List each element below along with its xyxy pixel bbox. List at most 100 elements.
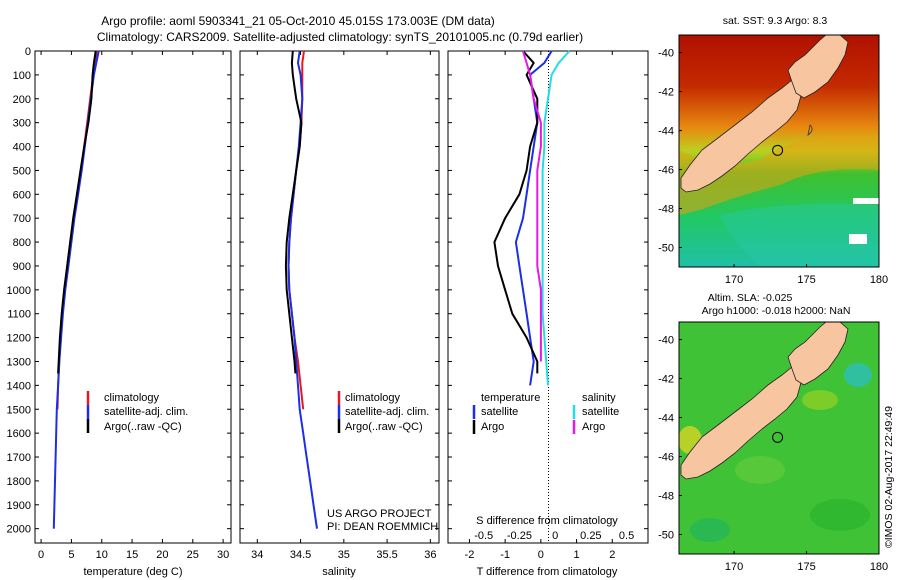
legend-label-s-argo: Argo <box>582 421 605 433</box>
map-y-tick-label: -42 <box>658 374 674 386</box>
temperature-legend: climatology satellite-adj. clim. Argo(..… <box>86 391 188 433</box>
map-x-tick-label: 175 <box>797 274 815 286</box>
x-tick-label: 35 <box>338 549 350 561</box>
salinity-xlabel: salinity <box>322 566 356 578</box>
x-tick-label: -1 <box>500 549 510 561</box>
legend-label-satellite: satellite-adj. clim. <box>104 406 188 418</box>
legend-label-argo: Argo(..raw -QC) <box>104 421 182 433</box>
y-tick-label: 1400 <box>7 380 31 392</box>
x-tick-label: 0 <box>38 549 44 561</box>
series-line <box>287 50 318 529</box>
north-island-land <box>787 322 849 386</box>
sst-map-frame <box>678 34 880 268</box>
map-x-tick-label: 170 <box>725 274 743 286</box>
x2-tick-label: 0 <box>552 530 558 542</box>
x-tick-label: 15 <box>126 549 138 561</box>
x-tick-label: 10 <box>96 549 108 561</box>
header-line-2: Climatology: CARS2009. Satellite-adjuste… <box>97 30 583 44</box>
north-island-land <box>787 35 849 99</box>
map-y-tick-label: -50 <box>658 530 674 542</box>
y-tick-label: 1800 <box>7 476 31 488</box>
sla-anomaly <box>802 390 838 410</box>
x-tick-label: 5 <box>68 549 74 561</box>
y-tick-label: 1200 <box>7 333 31 345</box>
project-label: US ARGO PROJECT <box>327 508 432 520</box>
temperature-xlabel: temperature (deg C) <box>83 566 182 578</box>
series-line <box>541 50 571 386</box>
difference-panel: -2 -1 0 1 2 -0.5 -0.25 0 0.25 0.5 S difference f… <box>447 50 649 578</box>
south-island-land <box>680 359 807 480</box>
y-tick-label: 500 <box>13 165 31 177</box>
legend-label-climatology: climatology <box>345 392 401 404</box>
y-tick-label: 1100 <box>7 309 31 321</box>
map-y-tick-label: -44 <box>658 413 674 425</box>
x2-tick-label: -0.25 <box>507 530 532 542</box>
map-y-tick-label: -44 <box>658 126 674 138</box>
south-island-land <box>680 72 807 193</box>
y-tick-label: 2000 <box>7 524 31 536</box>
y-tick-label: 600 <box>13 189 31 201</box>
y-tick-label: 200 <box>13 94 31 106</box>
legend-label-argo: Argo(..raw -QC) <box>345 421 423 433</box>
x-tick-label: 35.5 <box>376 549 397 561</box>
legend-label-s-satellite: satellite <box>582 406 619 418</box>
salinity-panel: 34 34.5 35 35.5 36 salinity climatology sate… <box>239 50 440 578</box>
map-x-tick-label: 180 <box>870 274 888 286</box>
x-tick-label: -2 <box>465 549 475 561</box>
sla-anomaly <box>735 456 785 484</box>
sla-anomaly <box>844 363 872 387</box>
x-tick-label: 36 <box>424 549 436 561</box>
map-y-tick-label: -48 <box>658 204 674 216</box>
legend-label-satellite: satellite-adj. clim. <box>345 406 429 418</box>
y-tick-label: 1900 <box>7 500 31 512</box>
sla-map-title: Altim. SLA: -0.025 <box>708 292 793 304</box>
sst-cool-patch <box>720 203 879 267</box>
legend-title-salinity: salinity <box>582 392 616 404</box>
map-y-tick-label: -40 <box>658 335 674 347</box>
x-tick-label: 34.5 <box>290 549 311 561</box>
temperature-axes <box>34 50 232 544</box>
x-tick-label: 30 <box>217 549 229 561</box>
map-y-tick-label: -48 <box>658 491 674 503</box>
s-difference-label: S difference from climatology <box>476 515 618 527</box>
sst-cloud-mask <box>853 198 879 204</box>
argo-float-marker <box>772 144 784 156</box>
legend-label-t-satellite: satellite <box>481 406 518 418</box>
y-tick-label: 700 <box>13 213 31 225</box>
sst-cloud-mask <box>849 234 867 244</box>
x-tick-label: 25 <box>187 549 199 561</box>
temperature-panel: 0100200300400500600700800900100011001200… <box>7 46 232 578</box>
pi-label: PI: DEAN ROEMMICH <box>327 521 438 533</box>
map-y-tick-label: -40 <box>658 48 674 60</box>
sla-map-frame <box>678 321 880 555</box>
y-tick-label: 800 <box>13 237 31 249</box>
map-x-tick-label: 180 <box>870 561 888 573</box>
sst-map-title: sat. SST: 9.3 Argo: 8.3 <box>723 15 828 27</box>
x-tick-label: 34 <box>251 549 263 561</box>
copyright-label: ©IMOS 02-Aug-2017 22:49:49 <box>883 406 895 548</box>
argo-float-marker <box>772 431 784 443</box>
map-y-tick-label: -42 <box>658 87 674 99</box>
sla-anomaly <box>690 518 730 542</box>
legend-label-t-argo: Argo <box>481 421 504 433</box>
series-line <box>522 50 542 362</box>
t-difference-label: T difference from climatology <box>477 566 618 578</box>
y-tick-label: 300 <box>13 118 31 130</box>
sla-map-subtitle: Argo h1000: -0.018 h2000: NaN <box>702 305 851 317</box>
y-tick-label: 100 <box>13 70 31 82</box>
series-line <box>57 50 97 374</box>
salinity-legend: climatology satellite-adj. clim. Argo(..… <box>337 391 429 433</box>
y-tick-label: 0 <box>25 46 31 58</box>
y-tick-label: 900 <box>13 261 31 273</box>
x-tick-label: 2 <box>609 549 615 561</box>
y-tick-label: 1000 <box>7 285 31 297</box>
y-tick-label: 1600 <box>7 428 31 440</box>
legend-title-temperature: temperature <box>481 392 540 404</box>
map-x-tick-label: 175 <box>797 561 815 573</box>
x2-tick-label: 0.25 <box>580 530 601 542</box>
x2-tick-label: -0.5 <box>474 530 493 542</box>
series-line <box>284 50 303 374</box>
y-tick-label: 1500 <box>7 404 31 416</box>
map-x-tick-label: 170 <box>725 561 743 573</box>
